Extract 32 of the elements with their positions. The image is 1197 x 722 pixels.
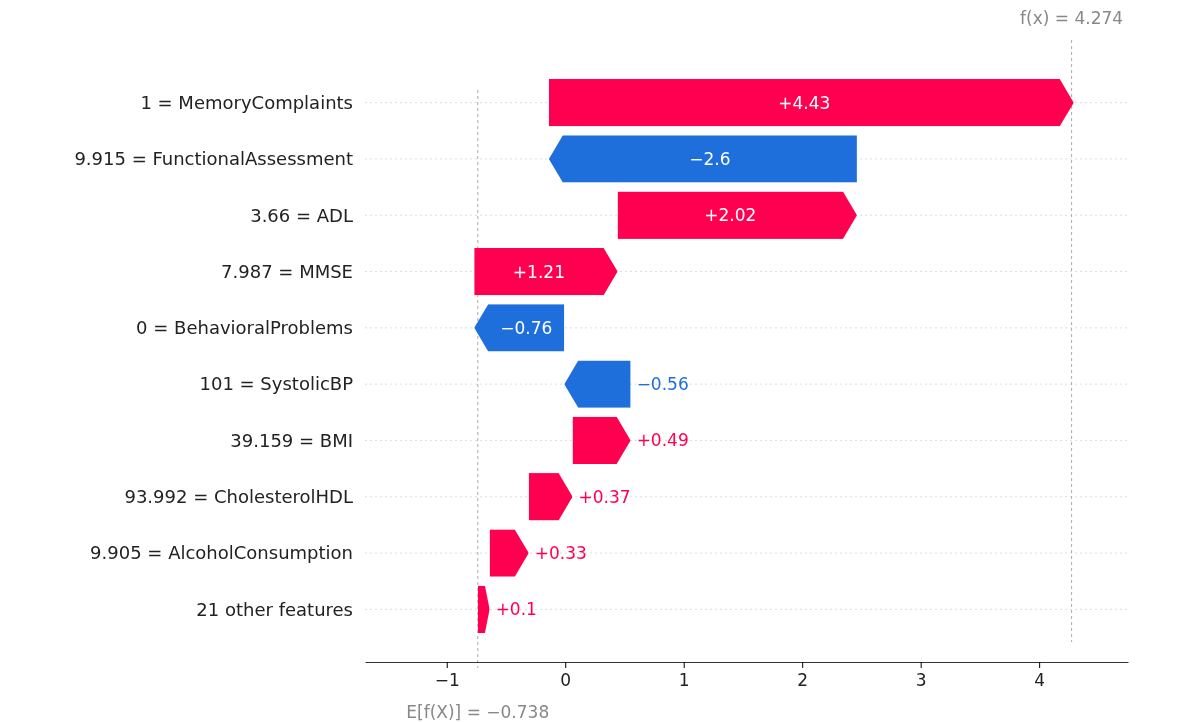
y-tick-label: 7.987 = MMSE — [221, 260, 353, 282]
x-tick-label: 3 — [915, 670, 927, 691]
data-label: +0.49 — [636, 430, 689, 451]
y-tick-label: 101 = SystolicBP — [199, 373, 354, 395]
ref-line-label: f(x) = 4.274 — [1020, 8, 1124, 28]
data-label: −0.56 — [636, 374, 689, 395]
y-tick-label: 0 = BehavioralProblems — [136, 317, 353, 339]
bar — [548, 79, 1074, 127]
data-label: +2.02 — [704, 205, 757, 226]
x-tick-label: 4 — [1034, 670, 1046, 691]
y-tick-label: 9.915 = FunctionalAssessment — [74, 148, 353, 170]
x-tick-label: 2 — [797, 670, 809, 691]
data-label: +0.37 — [578, 486, 631, 507]
ref-line-label: E[f(X)] = −0.738 — [406, 702, 550, 722]
x-tick-label: 0 — [560, 670, 572, 691]
bar — [474, 247, 618, 296]
y-tick-label: 93.992 = CholesterolHDL — [124, 486, 353, 508]
y-tick-label: 9.905 = AlcoholConsumption — [90, 542, 353, 564]
bar — [548, 135, 857, 183]
data-label: −2.6 — [689, 148, 731, 169]
y-tick-label: 1 = MemoryComplaints — [140, 91, 353, 113]
data-label: +1.21 — [512, 261, 565, 282]
data-label: −0.76 — [500, 317, 553, 338]
x-tick-label: 1 — [678, 670, 690, 691]
data-label: +0.1 — [495, 599, 537, 620]
y-tick-label: 21 other features — [196, 598, 353, 620]
y-tick-label: 3.66 = ADL — [250, 204, 353, 226]
data-label: +0.33 — [534, 543, 587, 563]
y-tick-label: 39.159 = BMI — [230, 429, 353, 451]
x-tick-label: −1 — [434, 670, 460, 691]
data-label: +4.43 — [778, 92, 831, 113]
bar — [617, 191, 857, 239]
